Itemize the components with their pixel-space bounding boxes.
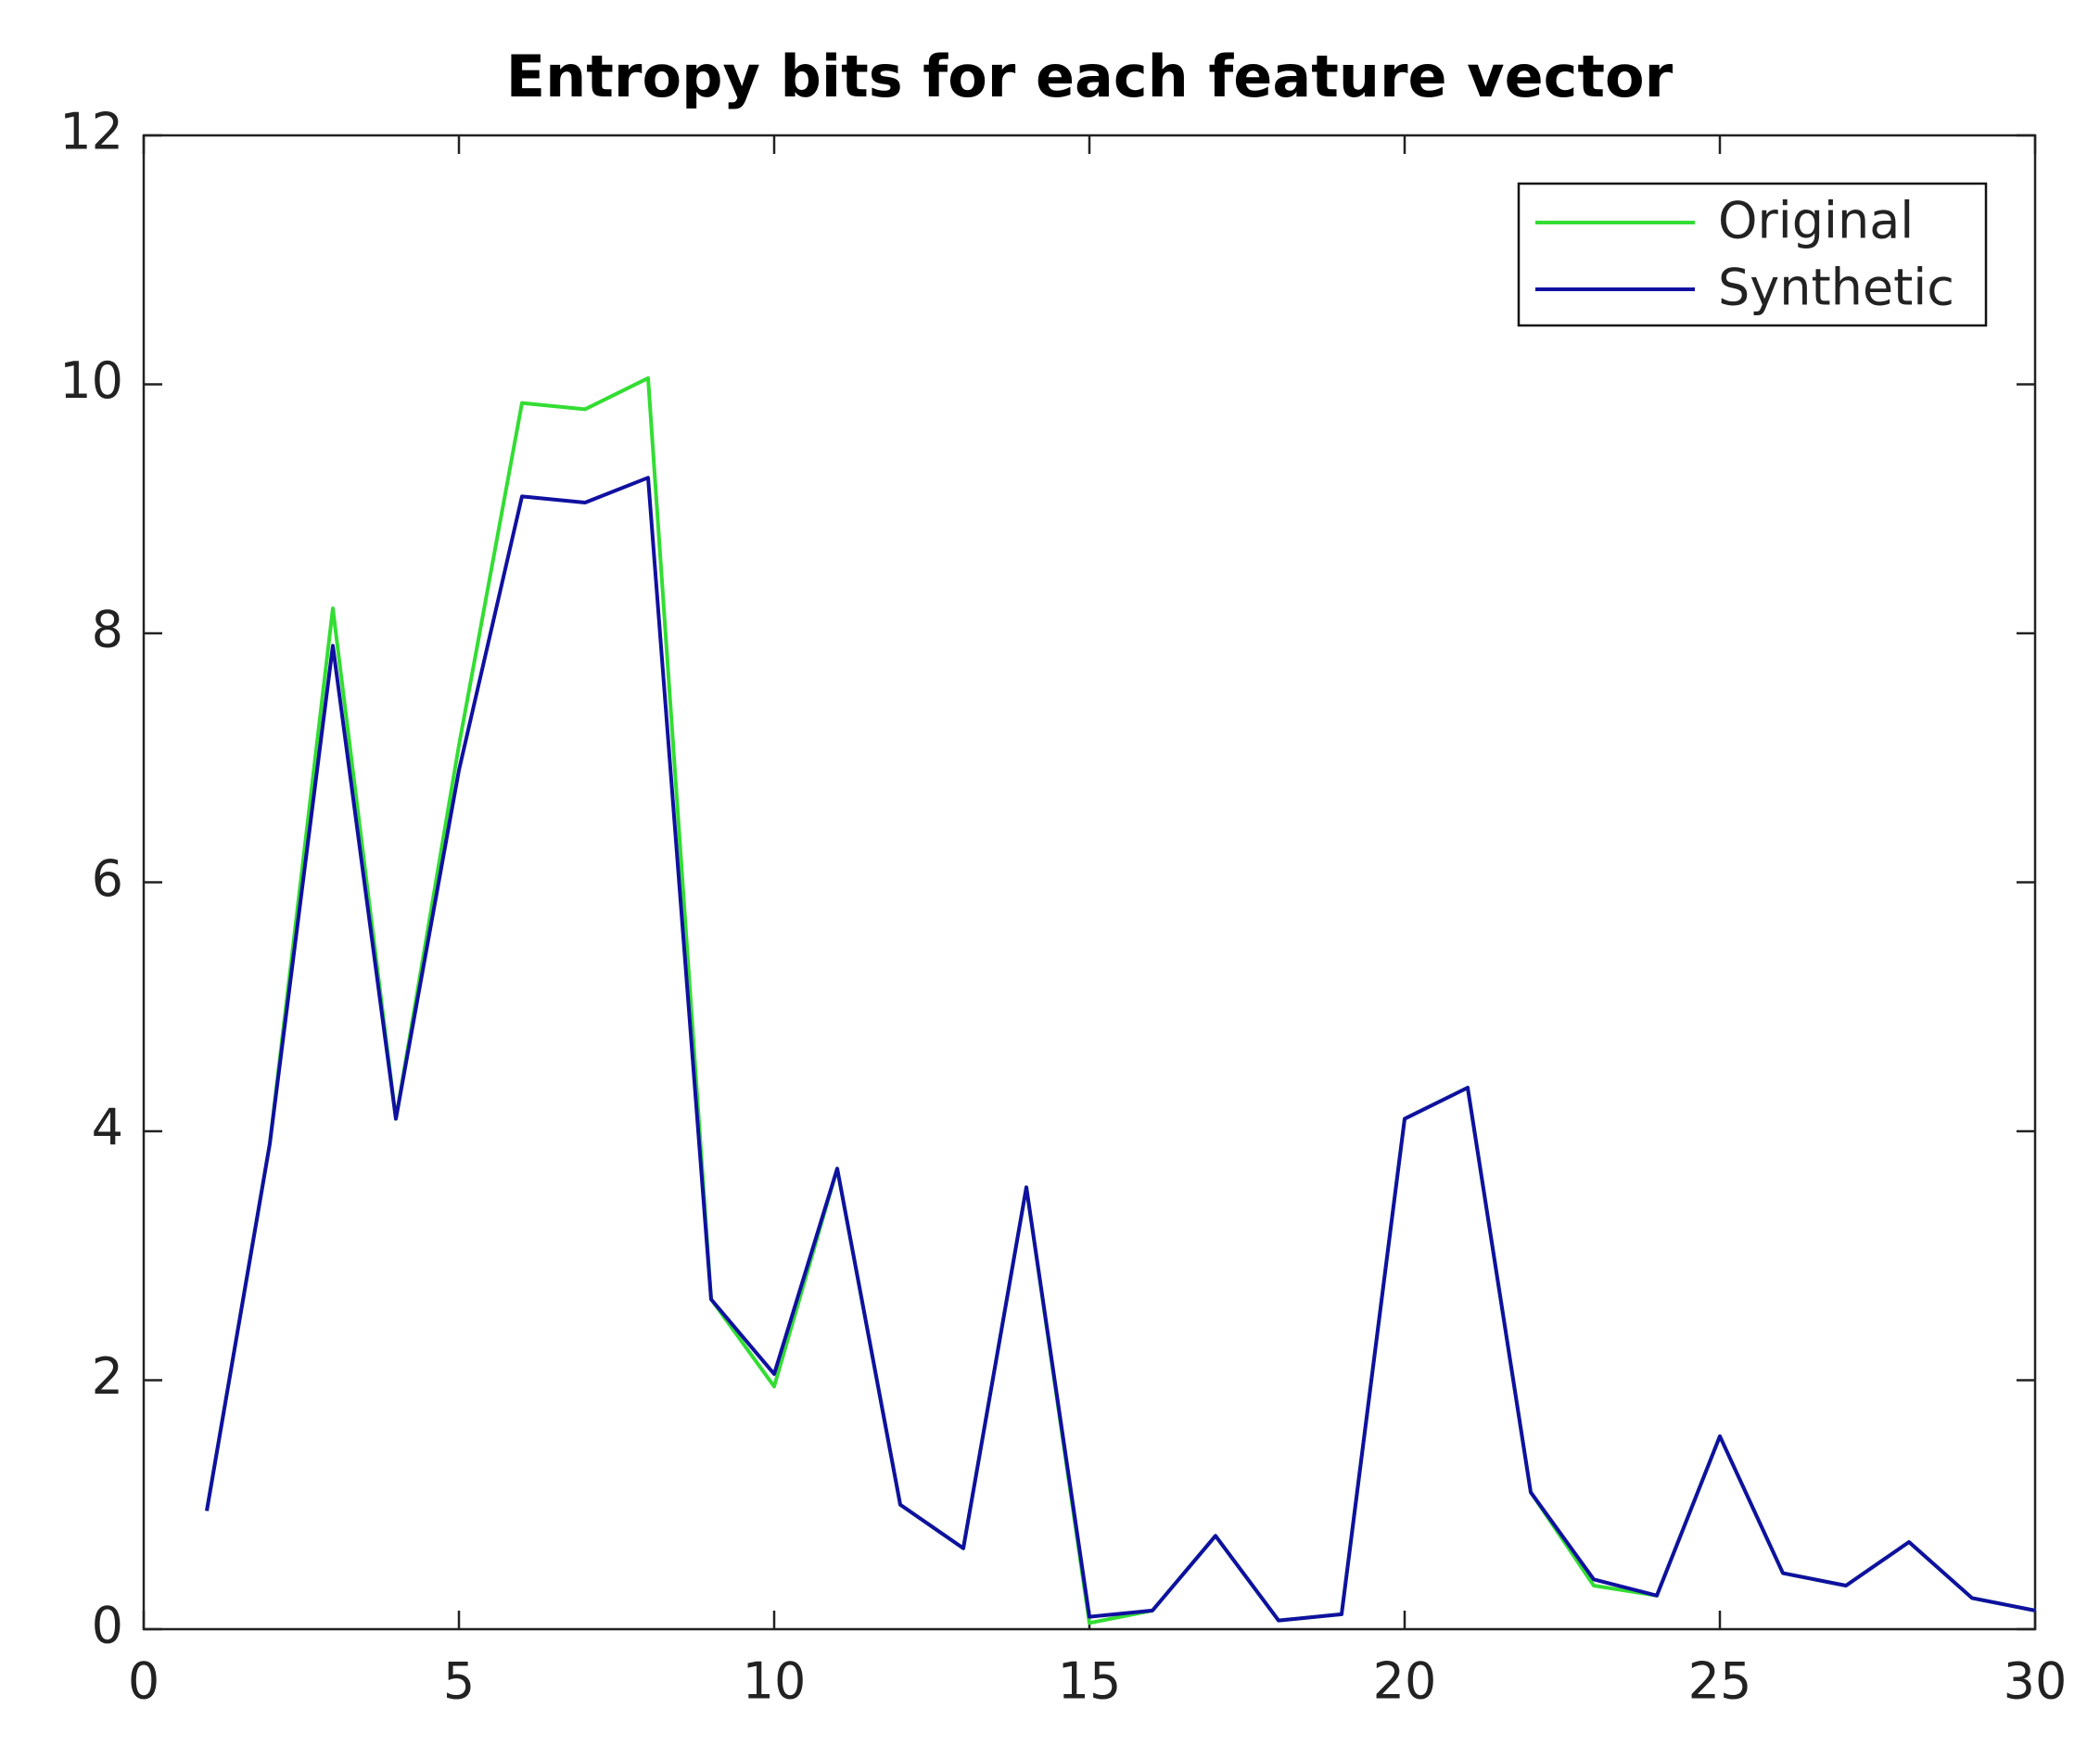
plot-area <box>142 134 2037 1631</box>
x-tick-label: 0 <box>128 1652 159 1711</box>
legend-label: Original <box>1718 192 1914 250</box>
y-tick-label: 0 <box>92 1597 123 1655</box>
y-tick-label: 4 <box>92 1099 123 1157</box>
chart-title: Entropy bits for each feature vector <box>506 43 1674 110</box>
x-tick-label: 5 <box>443 1652 475 1711</box>
x-tick-label: 20 <box>1373 1652 1437 1711</box>
legend-label: Synthetic <box>1718 259 1954 317</box>
y-tick-label: 10 <box>59 351 123 410</box>
x-tick-label: 15 <box>1058 1652 1122 1711</box>
series-line <box>205 476 2036 1623</box>
y-tick-label: 8 <box>92 601 123 659</box>
x-tick-label: 10 <box>743 1652 807 1711</box>
y-tick-label: 6 <box>92 849 123 908</box>
legend-box <box>1517 182 1988 327</box>
y-tick-label: 2 <box>92 1347 123 1406</box>
x-tick-label: 30 <box>2004 1652 2068 1711</box>
y-tick-label: 12 <box>59 103 123 161</box>
x-tick-label: 25 <box>1688 1652 1752 1711</box>
